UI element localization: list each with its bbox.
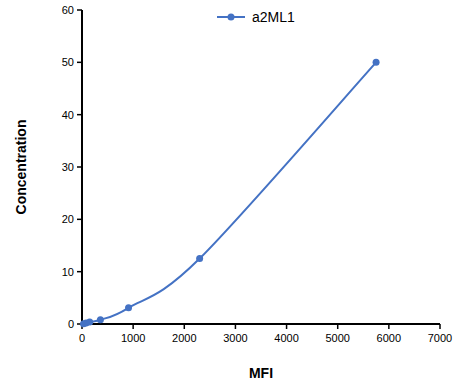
- x-tick-label: 4000: [274, 332, 298, 344]
- legend-marker: [228, 14, 235, 21]
- x-tick-label: 1000: [121, 332, 145, 344]
- y-tick-label: 60: [62, 4, 74, 16]
- data-point: [97, 316, 104, 323]
- y-tick-label: 20: [62, 213, 74, 225]
- y-tick-label: 10: [62, 266, 74, 278]
- data-point: [373, 59, 380, 66]
- series-line: [84, 62, 377, 323]
- x-axis-title: MFI: [249, 365, 273, 381]
- y-tick-label: 30: [62, 161, 74, 173]
- x-tick-label: 6000: [377, 332, 401, 344]
- y-tick-label: 50: [62, 56, 74, 68]
- data-point: [86, 318, 93, 325]
- x-tick-label: 3000: [223, 332, 247, 344]
- y-axis: [81, 10, 83, 324]
- plot-area: [80, 59, 380, 327]
- x-tick-label: 0: [79, 332, 85, 344]
- data-point: [196, 255, 203, 262]
- y-tick-label: 40: [62, 109, 74, 121]
- y-tick-label: 0: [68, 318, 74, 330]
- x-tick-label: 7000: [428, 332, 452, 344]
- x-tick-label: 2000: [172, 332, 196, 344]
- chart: 0 10 20 30 40 50 60 0 1000 2000 3000 4000 5000 6000 70…: [0, 0, 469, 392]
- legend-label: a2ML1: [252, 9, 295, 25]
- data-point: [125, 304, 132, 311]
- x-axis: [82, 323, 440, 325]
- y-axis-title: Concentration: [13, 120, 29, 215]
- x-tick-label: 5000: [325, 332, 349, 344]
